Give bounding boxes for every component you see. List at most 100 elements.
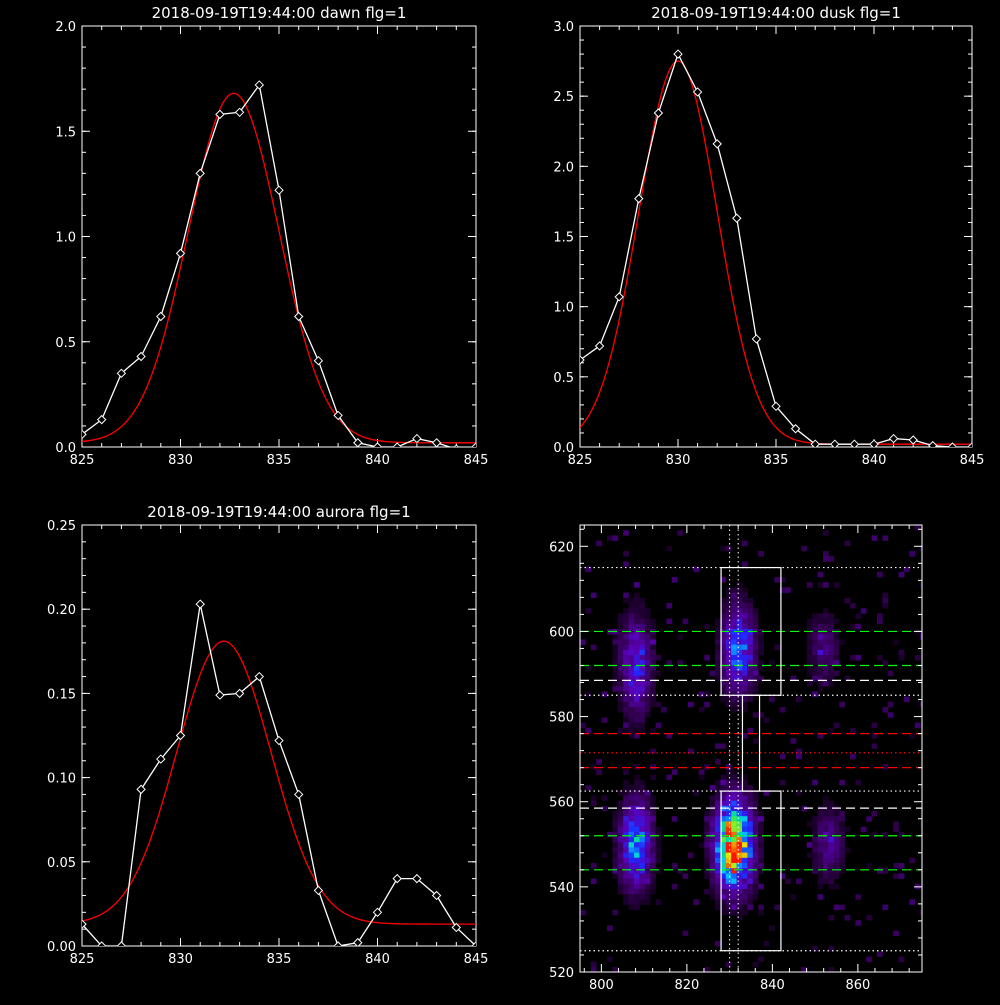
data-point xyxy=(412,873,422,884)
heatmap-cell xyxy=(628,634,635,640)
data-point xyxy=(947,442,958,447)
heatmap-cell xyxy=(736,582,743,588)
heatmap-cell xyxy=(752,811,759,817)
heatmap-cell xyxy=(655,842,662,848)
heatmap-cell xyxy=(812,842,818,848)
heatmap-cell xyxy=(634,670,640,677)
heatmap-cell xyxy=(742,821,748,827)
heatmap-cell xyxy=(639,603,646,609)
heatmap-cell xyxy=(704,821,710,827)
data-point xyxy=(116,368,127,379)
heatmap-cell xyxy=(736,670,743,677)
heatmap-cell xyxy=(590,795,597,801)
heatmap-cell xyxy=(833,826,840,833)
heatmap-cell xyxy=(758,847,764,853)
heatmap-cell xyxy=(823,811,829,817)
heatmap-cell xyxy=(628,894,635,900)
heatmap-cell xyxy=(806,582,813,588)
heatmap-cell xyxy=(731,837,737,843)
heatmap-cell xyxy=(634,883,640,890)
heatmap-cell xyxy=(828,805,835,812)
heatmap-cell xyxy=(747,623,754,630)
heatmap-cell xyxy=(817,634,824,640)
heatmap-cell xyxy=(628,727,635,734)
heatmap-cell xyxy=(758,826,764,833)
heatmap-cell xyxy=(758,904,764,911)
heatmap-cell xyxy=(688,852,694,859)
heatmap-cell xyxy=(639,727,646,734)
heatmap-cell xyxy=(612,831,619,838)
heatmap-cell xyxy=(655,857,662,864)
heatmap-cell xyxy=(720,878,727,885)
heatmap-cell xyxy=(828,800,835,807)
heatmap-cell xyxy=(828,873,835,879)
heatmap-cell xyxy=(617,883,624,890)
heatmap-cell xyxy=(887,670,894,677)
heatmap-cell xyxy=(639,717,646,723)
heatmap-cell xyxy=(715,660,721,666)
heatmap-cell xyxy=(747,852,754,859)
heatmap-cell xyxy=(736,842,743,848)
heatmap-cell xyxy=(747,821,754,827)
heatmap-cell xyxy=(634,707,640,713)
heatmap-cell xyxy=(628,597,635,604)
heatmap-cell xyxy=(644,883,651,890)
heatmap-cell xyxy=(898,571,905,578)
heatmap-cell xyxy=(731,816,737,822)
heatmap-cell xyxy=(725,868,732,874)
heatmap-cell xyxy=(607,956,613,963)
heatmap-cell xyxy=(639,868,646,874)
heatmap-cell xyxy=(812,639,818,645)
heatmap-cell xyxy=(623,649,629,656)
heatmap-cell xyxy=(720,696,727,703)
heatmap-cell xyxy=(715,842,721,848)
x-tick-label: 845 xyxy=(464,952,489,967)
heatmap-cell xyxy=(817,847,824,853)
heatmap-cell xyxy=(634,592,640,599)
heatmap-cell xyxy=(590,863,597,869)
heatmap-cell xyxy=(720,899,727,905)
heatmap-cell xyxy=(898,863,905,869)
data-point xyxy=(313,355,324,366)
heatmap-cell xyxy=(747,899,754,905)
heatmap-cell xyxy=(725,618,732,625)
heatmap-cell xyxy=(639,681,646,687)
heatmap-cell xyxy=(623,660,629,666)
heatmap-cell xyxy=(817,863,824,869)
heatmap-cell xyxy=(607,925,613,931)
heatmap-cell xyxy=(806,618,813,625)
heatmap-cell xyxy=(634,727,640,734)
heatmap-cell xyxy=(612,857,619,864)
heatmap-cell xyxy=(688,701,694,708)
heatmap-cell xyxy=(639,613,646,619)
heatmap-cell xyxy=(720,686,727,692)
heatmap-cell xyxy=(623,644,629,651)
heatmap-cell xyxy=(644,800,651,807)
heatmap-cell xyxy=(828,681,835,687)
heatmap-cell xyxy=(704,623,710,630)
heatmap-cell xyxy=(590,878,597,885)
heatmap-cell xyxy=(742,691,748,697)
heatmap-cell xyxy=(725,785,732,791)
chart-title: 2018-09-19T19:44:00 dusk flg=1 xyxy=(651,4,901,22)
heatmap-cell xyxy=(617,837,624,843)
heatmap-cell xyxy=(920,701,922,708)
plot-frame xyxy=(579,25,973,448)
heatmap-cell xyxy=(639,618,646,625)
heatmap-cell xyxy=(817,644,824,651)
heatmap-cell xyxy=(650,623,656,630)
heatmap-cell xyxy=(623,561,629,567)
heatmap-cell xyxy=(812,821,818,827)
heatmap-cell xyxy=(639,670,646,677)
heatmap-cell xyxy=(725,873,732,879)
heatmap-cell xyxy=(715,826,721,833)
heatmap-cell xyxy=(634,712,640,718)
heatmap-cell xyxy=(752,842,759,848)
heatmap-cell xyxy=(833,831,840,838)
heatmap-cell xyxy=(725,655,732,661)
heatmap-cell xyxy=(736,634,743,640)
heatmap-cell xyxy=(774,904,781,911)
heatmap-cell xyxy=(634,649,640,656)
heatmap-cell xyxy=(817,582,824,588)
